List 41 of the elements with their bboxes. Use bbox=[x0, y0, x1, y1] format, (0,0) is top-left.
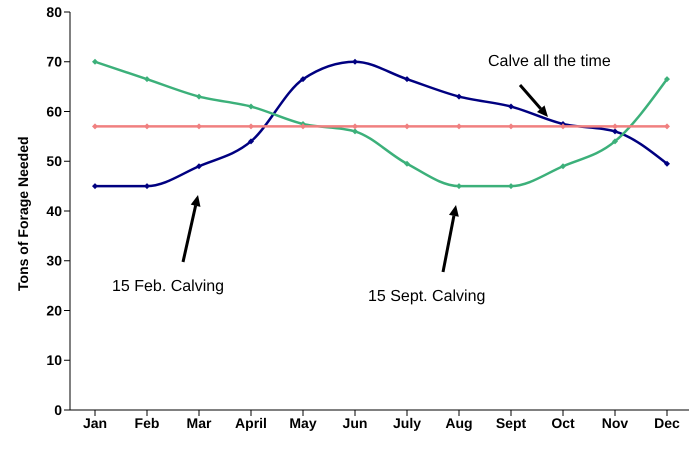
y-tick-label: 0 bbox=[54, 402, 62, 418]
x-tick-label: Jan bbox=[82, 414, 108, 431]
annotation: 15 Feb. Calving bbox=[112, 278, 224, 295]
y-axis-title: Tons of Forage Needed bbox=[14, 136, 31, 291]
point bbox=[196, 163, 202, 170]
x-tick-label: Dec bbox=[654, 414, 680, 431]
point bbox=[456, 94, 462, 100]
x-tick-label: Oct bbox=[551, 414, 576, 431]
point bbox=[404, 160, 410, 167]
point bbox=[300, 76, 306, 82]
point bbox=[664, 76, 670, 82]
annotation: 15 Sept. Calving bbox=[368, 288, 486, 305]
point bbox=[664, 160, 670, 167]
x-tick-label: July bbox=[392, 414, 422, 431]
y-tick-label: 40 bbox=[46, 202, 62, 219]
point bbox=[508, 104, 514, 110]
x-tick-label: May bbox=[289, 414, 317, 431]
x-tick-label: April bbox=[235, 414, 267, 431]
y-tick-label: 70 bbox=[46, 54, 62, 70]
point bbox=[404, 76, 410, 82]
y-tick-label: 80 bbox=[46, 4, 62, 20]
x-tick-label: Mar bbox=[186, 414, 212, 431]
x-tick-label: Aug bbox=[445, 414, 473, 431]
y-tick-label: 60 bbox=[46, 103, 62, 120]
x-tick-label: Sept bbox=[496, 414, 527, 431]
point bbox=[144, 76, 150, 82]
x-tick-label: Feb bbox=[134, 414, 160, 431]
y-tick-label: 20 bbox=[46, 302, 62, 318]
point bbox=[612, 138, 618, 144]
point bbox=[560, 163, 566, 170]
y-tick-label: 10 bbox=[46, 352, 62, 368]
annotation: Calve all the time bbox=[488, 53, 611, 70]
point bbox=[352, 58, 358, 65]
x-tick-label: Jun bbox=[342, 414, 368, 431]
y-tick-label: 30 bbox=[46, 252, 62, 269]
y-tick-label: 50 bbox=[46, 153, 62, 170]
point bbox=[248, 138, 254, 144]
x-tick-label: Nov bbox=[602, 414, 628, 431]
point bbox=[248, 104, 254, 110]
point bbox=[196, 94, 202, 100]
point bbox=[92, 58, 98, 65]
